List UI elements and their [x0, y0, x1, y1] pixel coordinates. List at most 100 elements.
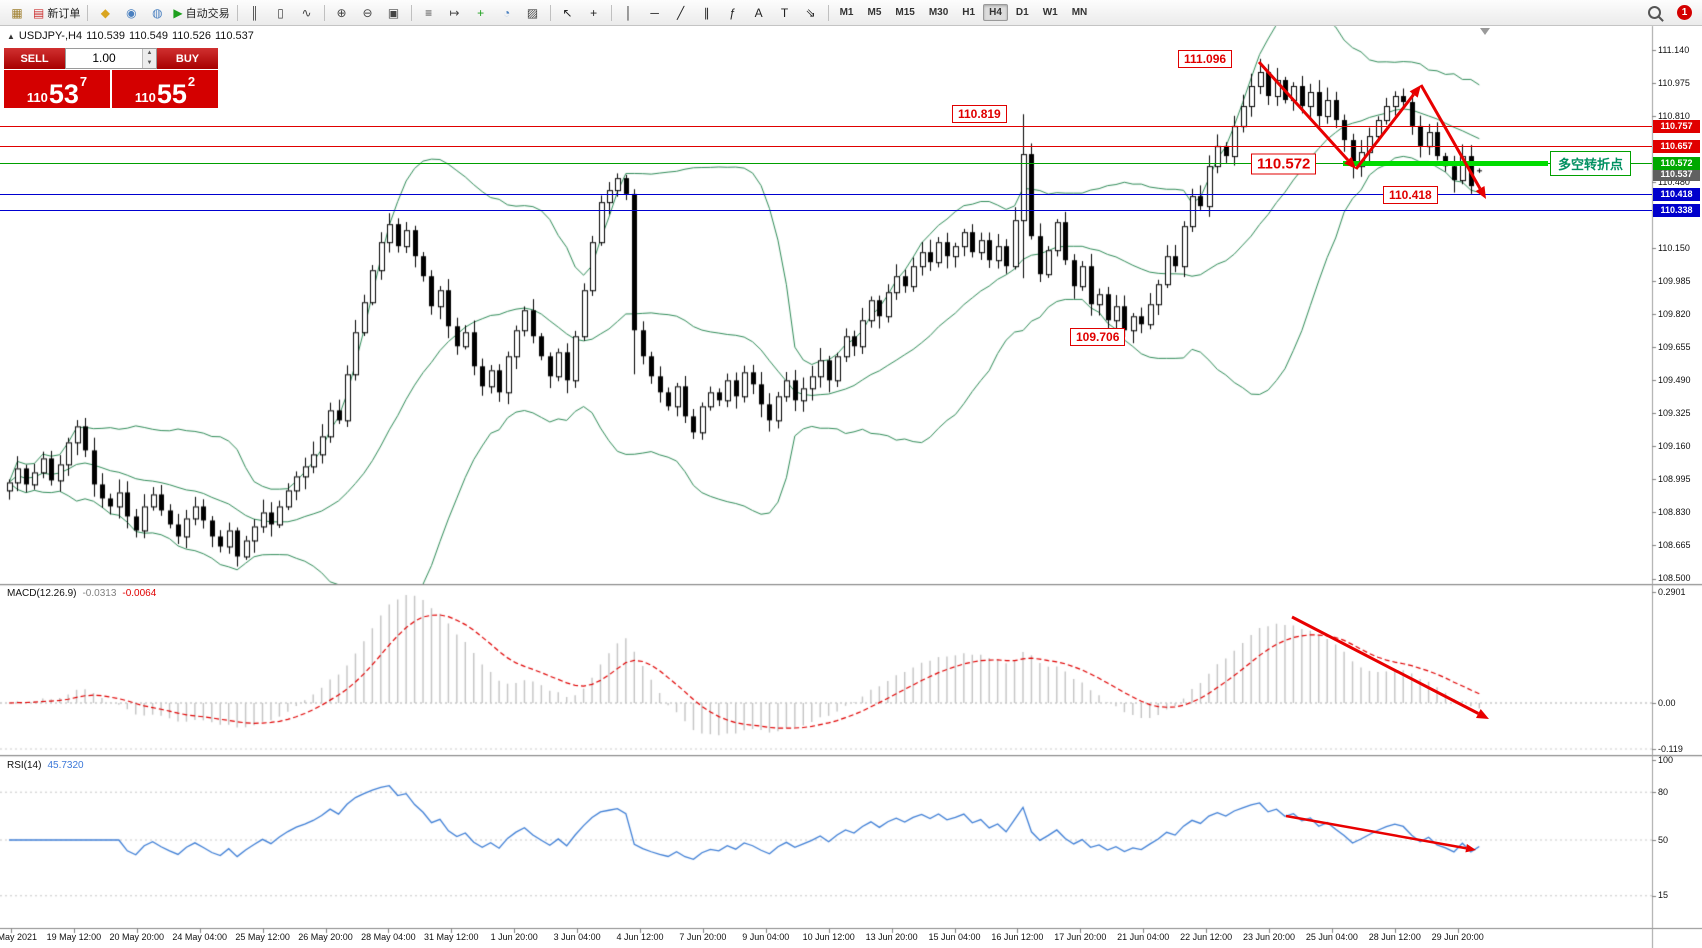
time-axis-label: 23 Jun 20:00 — [1242, 932, 1296, 942]
timeframe-M5[interactable]: M5 — [867, 7, 882, 18]
timeframe-D1[interactable]: D1 — [1015, 7, 1029, 18]
crosshair-button[interactable]: + — [590, 5, 598, 20]
chart-title: ▲ USDJPY-,H4 110.539 110.549 110.526 110.537 — [7, 30, 258, 42]
sell-price-main: 53 — [48, 79, 79, 109]
auto-arrange-button[interactable]: ≡ — [425, 5, 433, 20]
trendline-button[interactable]: ╱ — [676, 5, 685, 20]
volume-spinner[interactable]: ▲ ▼ — [142, 49, 156, 68]
turning-point-line[interactable] — [1343, 161, 1548, 167]
search-button[interactable] — [1641, 3, 1667, 23]
support-line-110338[interactable] — [0, 210, 1652, 212]
candlestick-button[interactable]: ▯ — [277, 5, 284, 20]
macd-label: MACD(12.26.9) -0.0313 -0.0064 — [7, 588, 157, 599]
price-callout-110418[interactable]: 110.418 — [1383, 185, 1438, 204]
indicators-button[interactable]: + — [477, 5, 485, 20]
pivot-line-110572[interactable] — [0, 163, 1652, 165]
volume-up-icon[interactable]: ▲ — [143, 49, 156, 59]
price-axis[interactable]: 111.140 110.975 110.810 110.480 110.150 109.9… — [1652, 26, 1702, 928]
time-axis-label: 22 Jun 12:00 — [1180, 932, 1233, 942]
support-line-110418[interactable] — [0, 194, 1652, 196]
time-axis-label: 20 May 20:00 — [109, 932, 165, 942]
fibonacci-button[interactable]: ƒ — [729, 5, 736, 20]
autotrading-button[interactable]: ▶ 自动交易 — [173, 5, 230, 20]
time-axis-label: 29 Jun 20:00 — [1431, 932, 1484, 942]
chart-shift-marker[interactable] — [1480, 28, 1490, 35]
price-callout-110819[interactable]: 110.819 — [952, 105, 1007, 124]
zoom-out-button[interactable]: ⊖ — [362, 5, 373, 20]
line-chart-button[interactable]: ∿ — [301, 5, 312, 20]
timeframe-M1[interactable]: M1 — [839, 7, 854, 18]
resistance-line-110657[interactable] — [0, 146, 1652, 148]
toolbar-separator — [610, 4, 612, 21]
rsi-axis-label: 15 — [1658, 890, 1669, 901]
timeframe-M30[interactable]: M30 — [928, 7, 949, 18]
time-axis[interactable]: 18 May 2021 19 May 12:00 20 May 20:00 24 Ma… — [0, 929, 1652, 948]
time-axis-label: 1 Jun 20:00 — [490, 932, 538, 942]
toolbar-separator — [410, 4, 412, 21]
text-button[interactable]: A — [754, 5, 763, 20]
tile-windows-button[interactable]: ▣ — [387, 5, 400, 20]
ohlc-high: 110.549 — [129, 30, 168, 42]
price-tag-110537: 110.537 — [1653, 168, 1700, 182]
toolbar-separator — [827, 4, 829, 21]
buy-price-button[interactable]: 110 55 2 — [112, 70, 218, 108]
macd-axis-label: -0.119 — [1658, 743, 1683, 754]
search-icon — [1647, 6, 1661, 19]
rsi-axis-label: 80 — [1658, 786, 1669, 797]
volume-input[interactable]: 1.00 ▲ ▼ — [65, 48, 157, 69]
alerts-button[interactable]: ◉ — [126, 5, 137, 20]
price-tag-110338: 110.338 — [1653, 204, 1700, 218]
timeframe-W1[interactable]: W1 — [1042, 7, 1058, 18]
bar-chart-button[interactable]: ║ — [250, 5, 259, 20]
time-axis-label: 25 May 12:00 — [235, 932, 290, 942]
buy-price-pip: 2 — [187, 74, 196, 89]
buy-button[interactable]: BUY — [157, 48, 218, 69]
sell-price-big: 110 — [26, 90, 48, 105]
timeframe-M15[interactable]: M15 — [895, 7, 915, 18]
price-axis-label: 108.995 — [1658, 473, 1691, 484]
horizontal-line-button[interactable]: ─ — [650, 5, 659, 20]
resistance-line-110757[interactable] — [0, 126, 1652, 128]
chart-shift-button[interactable]: ↦ — [449, 5, 460, 20]
cursor-button[interactable]: ↖ — [562, 5, 573, 20]
text-label-button[interactable]: T — [780, 5, 789, 20]
vertical-line-button[interactable]: │ — [624, 5, 633, 20]
price-callout-110572[interactable]: 110.572 — [1251, 153, 1317, 175]
timeframe-H4[interactable]: H4 — [983, 4, 1008, 21]
new-chart-button[interactable]: ▦ — [11, 5, 23, 20]
price-axis-label: 109.985 — [1658, 275, 1691, 286]
chart-symbol-icon: ▲ — [7, 32, 15, 41]
notifications-button[interactable]: 1 — [1677, 5, 1692, 20]
toolbar-separator — [323, 4, 325, 21]
time-axis-label: 24 May 04:00 — [172, 932, 227, 942]
turning-point-note[interactable]: 多空转折点 — [1550, 151, 1632, 176]
volume-value[interactable]: 1.00 — [92, 51, 116, 65]
macd-signal-value: -0.0064 — [122, 588, 157, 599]
price-callout-109706[interactable]: 109.706 — [1070, 328, 1126, 347]
price-callout-111096[interactable]: 111.096 — [1178, 49, 1233, 68]
price-axis-label: 109.655 — [1658, 341, 1691, 352]
news-button[interactable]: ◍ — [152, 5, 163, 20]
sell-price-button[interactable]: 110 53 7 — [4, 70, 110, 108]
time-axis-label: 4 Jun 12:00 — [616, 932, 664, 942]
metaeditor-button[interactable]: ◆ — [100, 5, 110, 20]
time-axis-label: 21 Jun 04:00 — [1117, 932, 1170, 942]
price-axis-label: 110.150 — [1658, 242, 1690, 253]
new-order-button[interactable]: ▤ 新订单 — [33, 5, 81, 20]
arrows-button[interactable]: ⇘ — [805, 5, 816, 20]
sell-button[interactable]: SELL — [4, 48, 65, 69]
timeframe-H1[interactable]: H1 — [962, 7, 976, 18]
time-axis-label: 15 Jun 04:00 — [928, 932, 981, 942]
timeframe-MN[interactable]: MN — [1071, 7, 1088, 18]
periods-button[interactable]: ◔ — [502, 5, 511, 20]
time-axis-label: 9 Jun 04:00 — [742, 932, 790, 942]
zoom-in-button[interactable]: ⊕ — [336, 5, 347, 20]
toolbar: ▦ ▤ 新订单 ◆ ◉ ◍ ▶ 自动交易 ║ ▯ ∿ ⊕ ⊖ ▣ ≡ ↦ + ◔ ▨ ↖ + │ ─ ╱ ∥ ƒ A T ⇘ M1 M5 M1… — [0, 0, 1702, 26]
sell-price-pip: 7 — [79, 74, 88, 89]
toolbar-separator — [87, 4, 89, 21]
channel-button[interactable]: ∥ — [703, 5, 710, 20]
templates-button[interactable]: ▨ — [526, 5, 539, 20]
volume-down-icon[interactable]: ▼ — [143, 58, 156, 68]
